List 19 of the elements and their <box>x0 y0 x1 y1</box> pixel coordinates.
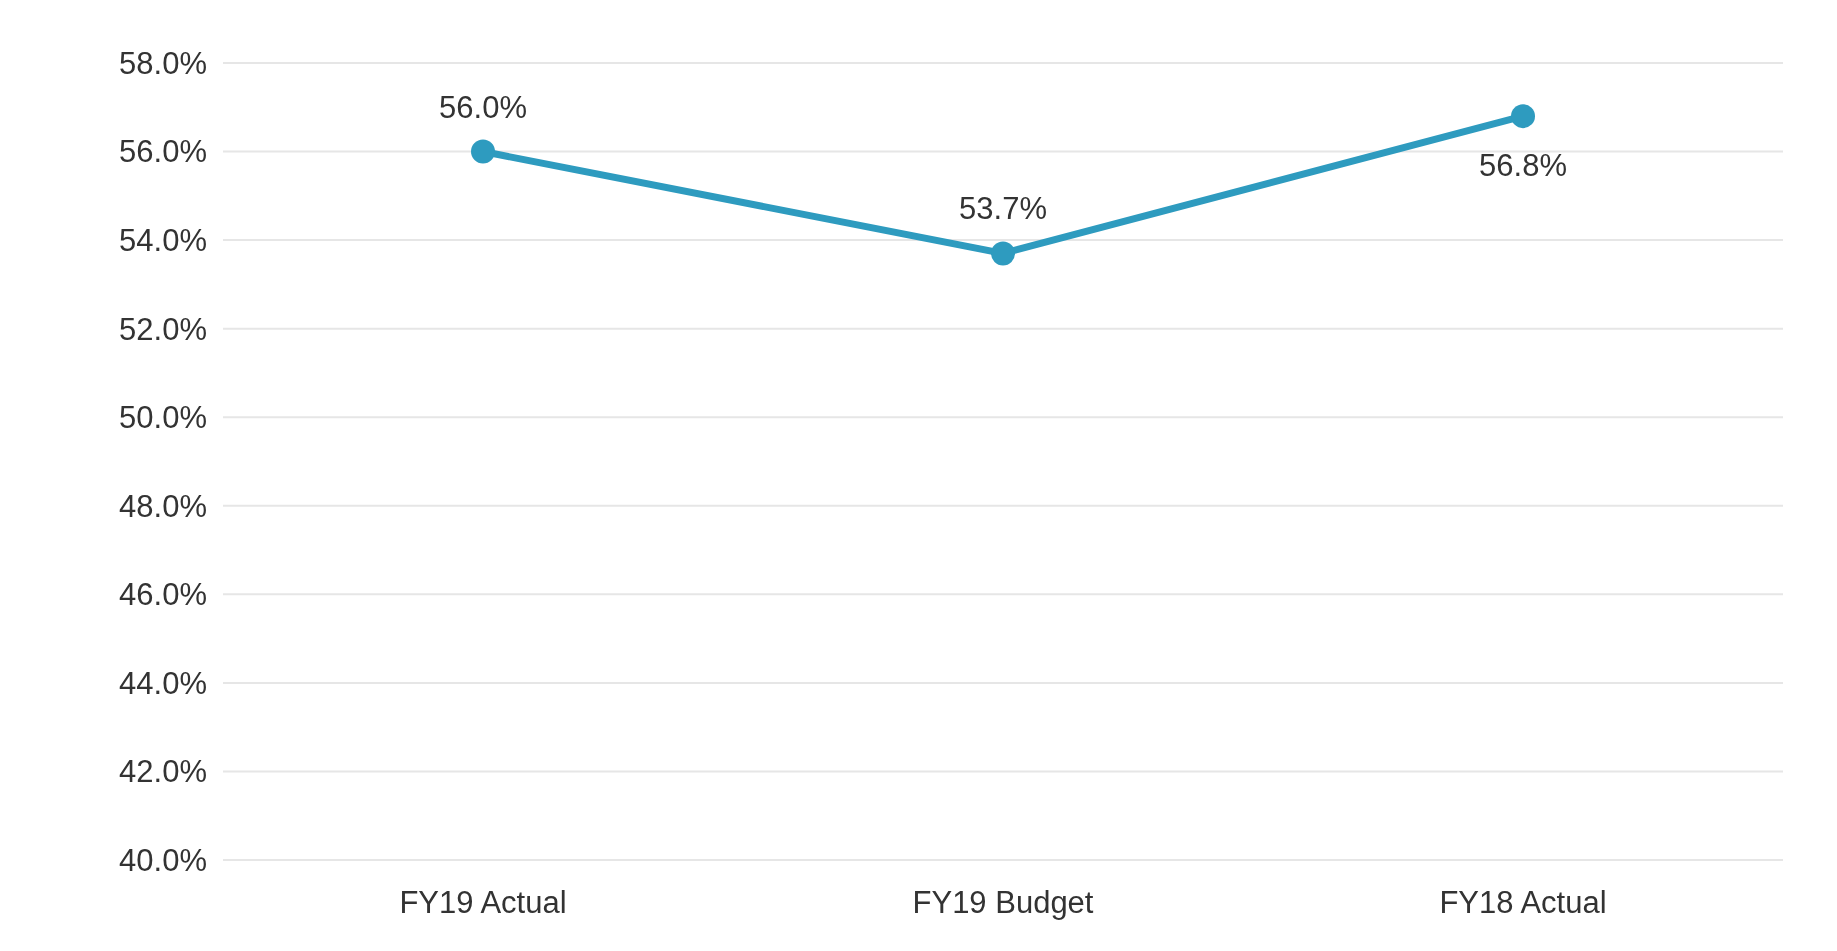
y-tick-label: 56.0% <box>119 134 207 170</box>
point <box>1511 104 1535 129</box>
x-tick-label: FY19 Actual <box>399 885 567 920</box>
y-tick-label: 44.0% <box>119 665 207 701</box>
y-tick-label: 58.0% <box>119 45 207 81</box>
y-tick-label: 42.0% <box>119 754 207 790</box>
y-tick-label: 40.0% <box>119 842 207 878</box>
point <box>991 241 1015 266</box>
x-tick-label: FY19 Budget <box>912 885 1094 920</box>
y-tick-label: 54.0% <box>119 222 207 258</box>
y-tick-label: 48.0% <box>119 488 207 524</box>
data-label: 56.0% <box>439 89 527 125</box>
data-label: 56.8% <box>1479 148 1567 184</box>
data-label: 53.7% <box>959 191 1047 227</box>
point <box>471 139 495 164</box>
y-tick-label: 52.0% <box>119 311 207 347</box>
y-tick-label: 46.0% <box>119 577 207 613</box>
x-tick-label: FY18 Actual <box>1439 885 1607 920</box>
y-tick-label: 50.0% <box>119 400 207 436</box>
